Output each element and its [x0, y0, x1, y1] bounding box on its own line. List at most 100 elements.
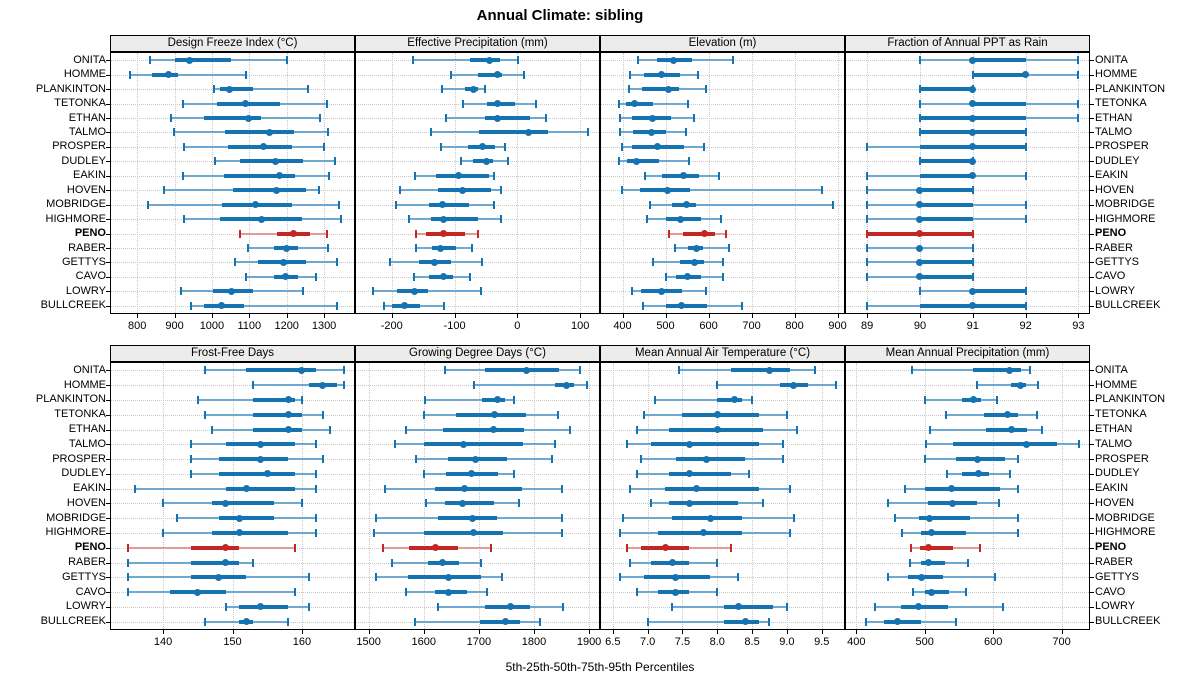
- whisker-cap-high: [327, 171, 330, 180]
- whisker-cap-high: [534, 99, 537, 108]
- x-axis-tick: [249, 314, 251, 318]
- whisker-cap-low: [181, 171, 184, 180]
- station-label-left: TALMO: [68, 437, 106, 450]
- panel-growing-degree-days-c-: Growing Degree Days (°C): [355, 345, 600, 630]
- x-axis-tick-label: 700: [1052, 636, 1071, 648]
- median-dot: [263, 470, 271, 478]
- median-dot: [266, 128, 274, 136]
- whisker-cap-low: [923, 395, 926, 404]
- x-axis-tick-label: 7.0: [639, 636, 656, 648]
- median-dot: [765, 366, 773, 374]
- median-dot: [401, 302, 409, 310]
- median-dot: [275, 172, 283, 180]
- median-dot: [218, 302, 226, 310]
- grid-vline: [612, 363, 614, 629]
- panel-strip-label: Mean Annual Precipitation (mm): [845, 345, 1090, 362]
- grid-vline: [682, 363, 684, 629]
- row-guide-line: [111, 385, 354, 387]
- median-dot: [692, 485, 700, 493]
- whisker-cap-high: [785, 410, 788, 419]
- whisker-cap-low: [422, 469, 425, 478]
- median-dot: [494, 100, 502, 108]
- x-axis-tick-label: 500: [915, 636, 934, 648]
- whisker-cap-high: [287, 617, 290, 626]
- whisker-cap-low: [170, 114, 173, 122]
- row-guide-line: [601, 291, 844, 293]
- row-tick-right: [1090, 161, 1094, 163]
- x-axis-tick: [867, 314, 869, 318]
- whisker-cap-high: [285, 56, 288, 65]
- row-tick-right: [1090, 459, 1094, 461]
- whisker-cap-high: [300, 499, 303, 508]
- whisker-cap-low: [394, 440, 397, 449]
- whisker-cap-high: [512, 395, 515, 404]
- x-axis-tick-label: 0: [514, 320, 521, 332]
- whisker-cap-high: [442, 301, 445, 310]
- iqr-bar: [900, 604, 948, 609]
- whisker-cap-high: [318, 186, 321, 195]
- whisker-cap-high: [561, 514, 564, 523]
- iqr-bar: [484, 116, 530, 120]
- whisker-cap-low: [643, 171, 646, 180]
- whisker-cap-high: [468, 272, 471, 281]
- whisker-cap-low: [162, 499, 165, 508]
- panel-design-freeze-index-c-: Design Freeze Index (°C): [110, 35, 355, 314]
- x-axis-tick: [324, 314, 326, 318]
- whisker-cap-high: [334, 157, 337, 166]
- x-axis-tick-label: 150: [223, 636, 242, 648]
- whisker-cap-high: [523, 70, 526, 79]
- station-label-right: EAKIN: [1095, 482, 1129, 495]
- whisker-line: [619, 102, 688, 105]
- whisker-cap-high: [1077, 440, 1080, 449]
- median-dot: [665, 85, 673, 93]
- station-label-right: BULLCREEK: [1095, 615, 1161, 628]
- whisker-cap-low: [908, 558, 911, 567]
- whisker-cap-low: [864, 617, 867, 626]
- whisker-cap-low: [445, 114, 448, 122]
- iqr-bar: [228, 144, 292, 149]
- x-axis-tick: [821, 630, 823, 634]
- whisker-cap-low: [212, 85, 215, 94]
- x-axis-tick-label: 100: [570, 320, 590, 332]
- whisker-cap-high: [587, 128, 590, 137]
- whisker-cap-low: [901, 528, 904, 537]
- station-label-left: EAKIN: [72, 169, 106, 182]
- whisker-cap-low: [383, 301, 386, 310]
- median-dot: [917, 573, 925, 581]
- iqr-bar: [253, 412, 302, 417]
- station-label-left: DUDLEY: [61, 154, 106, 167]
- median-dot: [222, 499, 230, 507]
- x-axis-tick: [478, 630, 480, 634]
- whisker-cap-high: [321, 410, 324, 419]
- iqr-bar: [952, 442, 1057, 447]
- median-dot: [469, 529, 477, 537]
- row-tick-left: [106, 488, 110, 490]
- grid-vline: [867, 53, 869, 313]
- whisker-cap-high: [539, 617, 542, 626]
- whisker-cap-low: [462, 99, 465, 108]
- whisker-cap-low: [238, 229, 241, 238]
- row-tick-left: [106, 444, 110, 446]
- median-dot: [222, 559, 230, 566]
- whisker-cap-low: [244, 272, 247, 281]
- whisker-cap-high: [479, 287, 482, 296]
- whisker-line: [929, 428, 1042, 431]
- whisker-cap-high: [339, 215, 342, 224]
- row-guide-line: [846, 385, 1089, 387]
- grid-vline: [708, 53, 710, 313]
- x-axis-tick: [517, 314, 519, 318]
- whisker-cap-low: [646, 617, 649, 626]
- whisker-line: [129, 73, 246, 76]
- whisker-cap-high: [1024, 301, 1027, 310]
- row-tick-left: [106, 248, 110, 249]
- whisker-cap-high: [314, 272, 317, 281]
- whisker-cap-high: [517, 499, 520, 508]
- row-tick-right: [1090, 414, 1094, 416]
- whisker-cap-low: [405, 425, 408, 434]
- whisker-line: [425, 398, 514, 401]
- median-dot: [926, 514, 933, 522]
- x-axis-tick-label: 91: [966, 320, 979, 332]
- whisker-cap-high: [314, 469, 317, 478]
- iqr-bar: [972, 58, 1026, 63]
- whisker-cap-low: [183, 215, 186, 224]
